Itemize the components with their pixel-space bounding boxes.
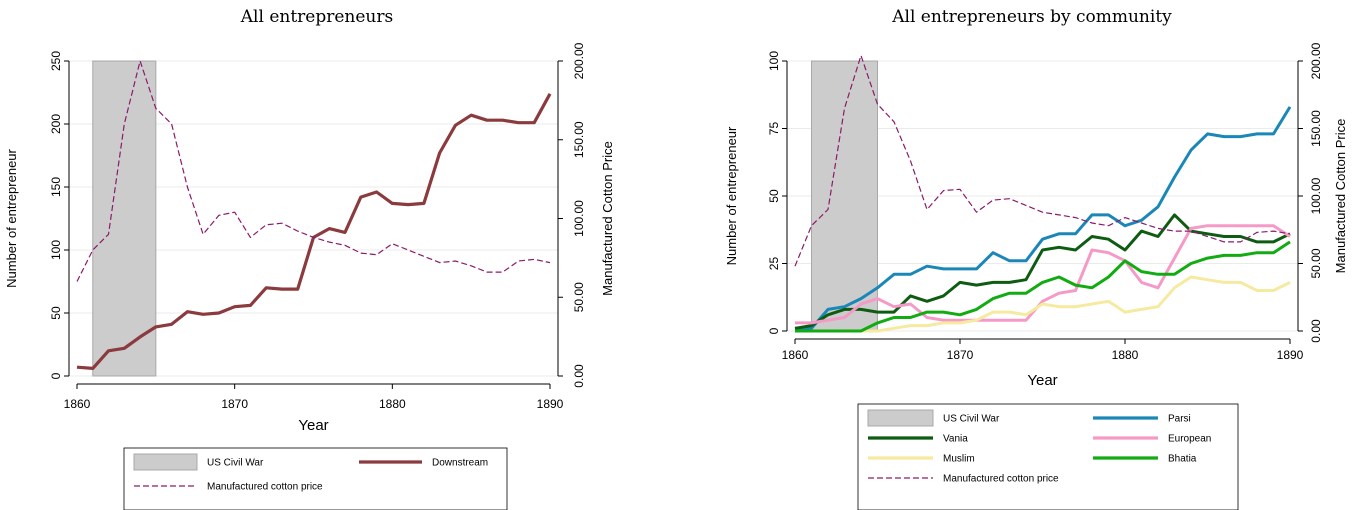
series-line-bhatia — [795, 240, 1291, 333]
y-tick-label-left: 150 — [49, 177, 63, 197]
y-tick-label-left: 50 — [767, 189, 781, 203]
legend-label: Parsi — [1168, 414, 1191, 425]
y-tick-label-left: 100 — [49, 240, 63, 260]
series-line-manufactured-cotton-price — [76, 60, 551, 282]
y-tick-label-left: 0 — [767, 327, 781, 334]
x-axis-label: Year — [298, 417, 328, 434]
chart-2: All entrepreneurs by community 0 25 50 75 100… — [724, 7, 1348, 510]
y-tick-label-right: 150.00 — [572, 121, 586, 158]
chart-title: All entrepreneurs by community — [891, 7, 1172, 27]
y-tick-label-right: 150.00 — [1309, 110, 1323, 147]
series-line-european — [795, 224, 1291, 325]
y-tick-label-left: 0 — [49, 372, 63, 379]
y-axis-label-right: Manufactured Cotton Price — [1333, 119, 1348, 274]
legend-label: Manufactured cotton price — [207, 482, 323, 493]
legend: US Civil War Downstream Manufactured cotto… — [123, 447, 508, 510]
y-axis-label-left: Number of entrepreneur — [724, 126, 739, 265]
legend-swatch-box — [133, 453, 198, 471]
legend: US Civil War Parsi Vania European Muslim Bhat… — [857, 403, 1239, 510]
y-tick-label-right: 0.00 — [572, 364, 586, 388]
series-line-manufactured-cotton-price — [794, 54, 1291, 267]
x-tick-label: 1860 — [64, 397, 91, 411]
legend-label: Muslim — [943, 454, 975, 465]
legend-label: US Civil War — [943, 414, 1000, 425]
x-tick-label: 1890 — [1277, 348, 1304, 362]
chart-title: All entrepreneurs — [240, 7, 393, 27]
y-tick-label-left: 100 — [767, 51, 781, 71]
legend-label: Manufactured cotton price — [943, 474, 1059, 485]
series-line-muslim — [795, 275, 1291, 333]
series-line-vania — [794, 213, 1291, 330]
civil-war-region — [92, 60, 157, 377]
y-axis-label-right: Manufactured Cotton Price — [600, 141, 615, 296]
series-line-parsi — [795, 106, 1292, 330]
y-tick-label-right: 100.00 — [1309, 177, 1323, 214]
legend-label: Downstream — [432, 458, 488, 469]
y-tick-label-left: 200 — [49, 114, 63, 134]
chart-1: All entrepreneurs 0 50 100 150 200 250 0.00 50.0… — [4, 7, 615, 510]
y-tick-label-left: 75 — [767, 122, 781, 136]
y-tick-label-left: 250 — [49, 51, 63, 71]
y-tick-label-right: 200.00 — [1309, 42, 1323, 79]
x-tick-label: 1890 — [537, 397, 564, 411]
legend-swatch-box — [867, 409, 934, 427]
legend-label: US Civil War — [207, 458, 264, 469]
legend-label: Vania — [943, 434, 968, 445]
legend-label: Bhatia — [1168, 454, 1197, 465]
y-tick-label-right: 50.00 — [572, 282, 586, 312]
y-axis-label-left: Number of entrepreneur — [4, 148, 19, 287]
y-tick-label-right: 0.00 — [1309, 319, 1323, 343]
x-axis-label: Year — [1027, 372, 1057, 389]
y-tick-label-right: 200.00 — [572, 42, 586, 79]
y-tick-label-right: 100.00 — [572, 200, 586, 237]
civil-war-region — [811, 60, 878, 332]
y-tick-label-left: 25 — [767, 257, 781, 271]
x-tick-label: 1870 — [221, 397, 248, 411]
x-tick-label: 1880 — [1112, 348, 1139, 362]
x-tick-label: 1870 — [947, 348, 974, 362]
x-tick-label: 1880 — [379, 397, 406, 411]
y-tick-label-left: 50 — [49, 306, 63, 320]
x-tick-label: 1860 — [782, 348, 809, 362]
legend-label: European — [1168, 434, 1211, 445]
y-tick-label-right: 50.00 — [1309, 248, 1323, 278]
